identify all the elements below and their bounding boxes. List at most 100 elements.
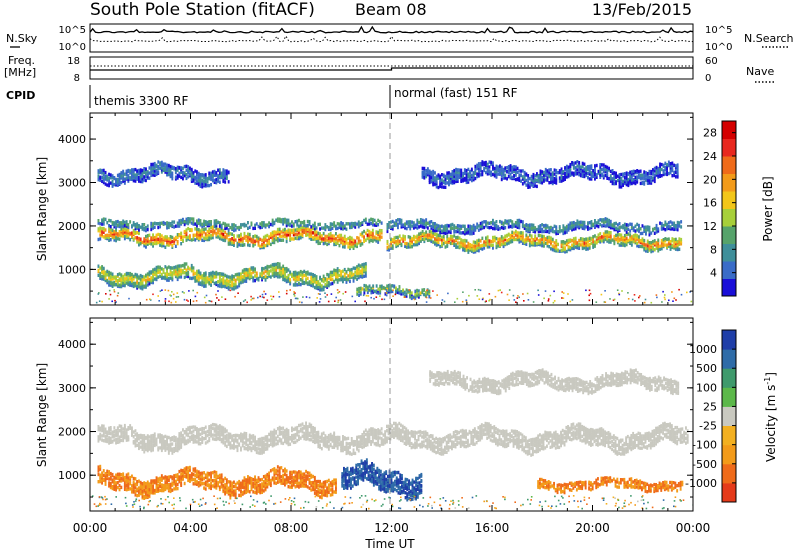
- data-cell: [237, 292, 239, 294]
- data-cell: [537, 289, 539, 292]
- data-cell: [229, 232, 232, 236]
- data-cell: [210, 300, 213, 303]
- data-cell: [391, 224, 394, 229]
- data-cell: [333, 234, 336, 238]
- data-cell: [271, 223, 274, 227]
- data-cell: [131, 175, 133, 179]
- data-cell: [176, 173, 179, 178]
- data-cell: [405, 226, 408, 231]
- data-cell: [474, 289, 476, 291]
- data-cell: [662, 227, 665, 231]
- data-cell: [419, 218, 422, 222]
- data-cell: [97, 177, 100, 181]
- data-cell: [301, 270, 304, 275]
- data-cell: [146, 443, 149, 447]
- data-cell: [532, 241, 535, 245]
- data-cell: [287, 223, 290, 227]
- data-cell: [393, 223, 396, 227]
- data-cell: [375, 284, 378, 288]
- data-cell: [131, 433, 133, 437]
- data-cell: [116, 177, 119, 182]
- data-cell: [528, 243, 531, 248]
- data-cell: [247, 243, 249, 247]
- data-cell: [347, 267, 350, 272]
- data-cell: [504, 226, 507, 230]
- data-cell: [365, 284, 367, 288]
- data-cell: [467, 180, 470, 184]
- data-cell: [462, 171, 464, 176]
- data-cell: [215, 222, 218, 226]
- data-cell: [547, 298, 550, 300]
- data-cell: [398, 285, 401, 289]
- data-cell: [150, 162, 153, 167]
- data-cell: [423, 225, 426, 230]
- data-cell: [204, 301, 207, 304]
- data-cell: [294, 297, 297, 300]
- nave-tick-bottom: 0: [705, 73, 711, 84]
- data-cell: [400, 237, 403, 241]
- data-cell: [282, 271, 285, 275]
- data-cell: [178, 438, 181, 442]
- data-cell: [627, 181, 630, 185]
- data-cell: [199, 175, 202, 179]
- data-cell: [424, 291, 427, 295]
- data-cell: [164, 265, 167, 269]
- data-cell: [650, 171, 653, 176]
- data-cell: [139, 168, 142, 172]
- data-cell: [139, 170, 142, 174]
- data-cell: [520, 231, 522, 235]
- data-cell: [653, 241, 656, 245]
- data-cell: [528, 182, 531, 186]
- data-cell: [196, 227, 198, 231]
- data-cell: [514, 233, 517, 237]
- data-cell: [490, 162, 493, 166]
- data-cell: [534, 236, 537, 241]
- data-cell: [183, 440, 186, 445]
- data-cell: [231, 283, 234, 288]
- data-cell: [275, 237, 278, 242]
- data-cell: [592, 239, 595, 244]
- data-cell: [465, 239, 468, 243]
- data-cell: [164, 276, 167, 281]
- data-cell: [497, 240, 500, 245]
- data-cell: [366, 287, 369, 291]
- data-cell: [102, 266, 105, 271]
- data-cell: [153, 277, 156, 281]
- data-cell: [243, 222, 246, 227]
- data-cell: [428, 220, 431, 224]
- data-cell: [204, 271, 207, 275]
- data-cell: [548, 181, 551, 185]
- data-cell: [138, 434, 140, 438]
- data-cell: [317, 231, 320, 235]
- data-cell: [680, 242, 683, 246]
- data-cell: [201, 230, 204, 234]
- data-cell: [145, 174, 147, 179]
- data-cell: [206, 276, 209, 280]
- data-cell: [479, 221, 482, 226]
- data-cell: [446, 173, 449, 178]
- data-cell: [160, 221, 163, 225]
- data-cell: [167, 265, 170, 269]
- data-cell: [434, 240, 436, 244]
- data-cell: [368, 240, 371, 244]
- data-cell: [97, 268, 100, 273]
- data-cell: [572, 242, 575, 246]
- data-cell: [486, 172, 489, 176]
- data-cell: [289, 272, 292, 276]
- data-cell: [546, 178, 549, 182]
- power-colorbar-label: Power [dB]: [761, 176, 775, 241]
- data-cell: [674, 175, 677, 179]
- data-cell: [493, 174, 496, 178]
- data-cell: [583, 220, 586, 225]
- data-cell: [182, 170, 184, 175]
- data-cell: [210, 229, 212, 234]
- data-cell: [690, 300, 693, 303]
- data-cell: [134, 225, 137, 229]
- data-cell: [296, 297, 299, 300]
- data-cell: [402, 288, 404, 292]
- data-cell: [264, 293, 267, 295]
- data-cell: [638, 244, 640, 249]
- data-cell: [111, 272, 114, 276]
- data-cell: [101, 424, 103, 428]
- data-cell: [269, 222, 272, 227]
